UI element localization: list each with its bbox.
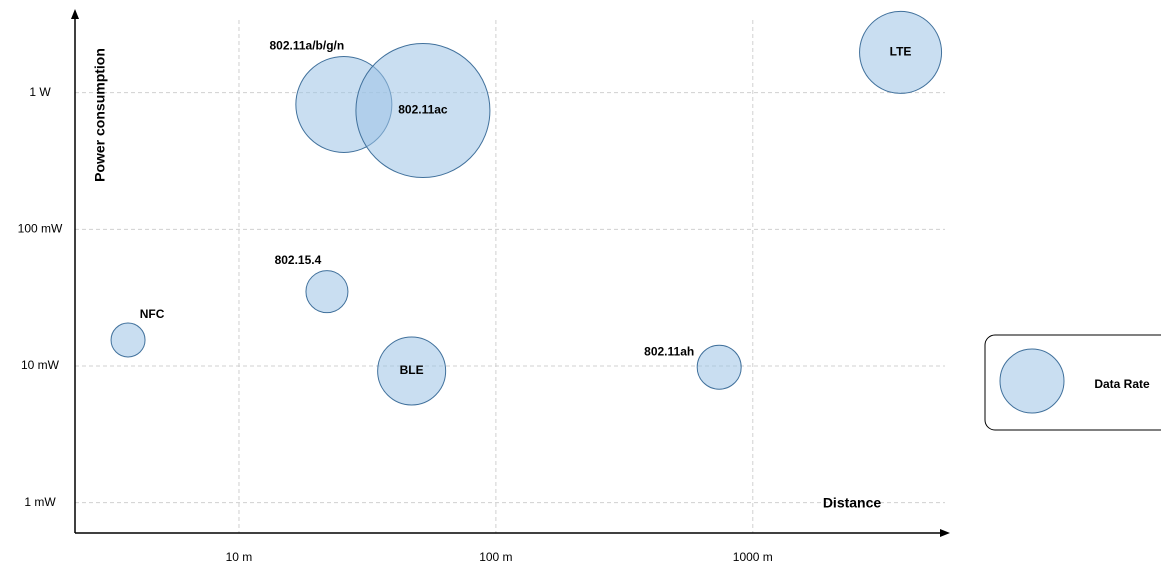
bubble <box>696 344 742 390</box>
bubble <box>859 10 943 94</box>
bubble-label: 802.11ah <box>644 344 694 358</box>
y-tick-label: 10 mW <box>21 358 60 372</box>
bubble-label: 802.15.4 <box>275 253 322 267</box>
legend-label: Data Rate <box>1094 377 1150 391</box>
y-tick-label: 100 mW <box>18 222 63 236</box>
x-tick-label: 1000 m <box>733 550 773 564</box>
bubble-label: LTE <box>890 45 912 59</box>
y-axis-label: Power consumption <box>92 48 108 182</box>
bubble-label: 802.11ac <box>398 103 448 117</box>
bubble <box>355 43 491 179</box>
x-tick-label: 10 m <box>226 550 253 564</box>
y-tick-label: 1 mW <box>24 495 56 509</box>
x-axis-label: Distance <box>823 495 882 511</box>
x-tick-label: 100 m <box>479 550 512 564</box>
bubble <box>377 336 447 406</box>
bubble-label: NFC <box>140 307 165 321</box>
y-tick-label: 1 W <box>29 85 51 99</box>
legend-marker <box>999 348 1065 414</box>
bubble <box>305 270 349 314</box>
bubble <box>110 322 146 358</box>
bubble-label: BLE <box>400 363 424 377</box>
bubble-label: 802.11a/b/g/n <box>269 39 344 53</box>
